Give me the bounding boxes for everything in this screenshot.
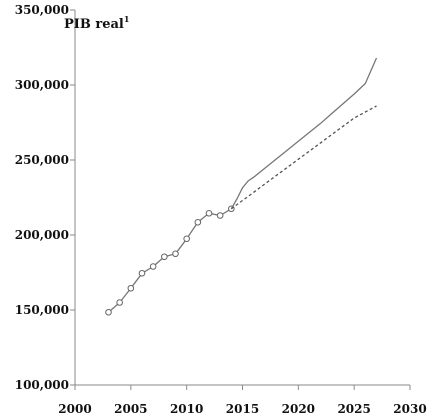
chart-title-text: PIB real — [64, 17, 124, 32]
series-layer — [105, 57, 378, 316]
x-tick-label: 2015 — [226, 402, 259, 416]
y-tick-label: 300,000 — [15, 78, 69, 92]
data-point-marker — [172, 250, 179, 258]
x-tick-label: 2025 — [337, 402, 370, 416]
x-tick-label: 2030 — [393, 402, 426, 416]
y-tick-label: 200,000 — [15, 228, 69, 242]
axes: 100,000 150,000 200,000 250,000 300,000 350,0… — [15, 3, 427, 416]
y-tick-label: 100,000 — [15, 378, 69, 392]
data-point-marker — [161, 253, 168, 261]
data-point-marker — [127, 284, 135, 292]
data-point-marker — [105, 308, 112, 316]
y-tick-label: 350,000 — [15, 3, 69, 17]
data-point-marker — [205, 209, 213, 217]
x-tick-label: 2020 — [282, 402, 315, 416]
x-tick-label: 2000 — [58, 402, 91, 416]
data-point-marker — [194, 218, 202, 226]
x-tick-label: 2010 — [170, 402, 203, 416]
data-point-marker — [183, 235, 190, 243]
series-line-solid-with-circle-markers — [108, 208, 232, 313]
data-point-marker — [138, 269, 146, 277]
data-point-marker — [216, 212, 224, 219]
series-line-solid — [230, 57, 378, 210]
x-tick-label: 2005 — [114, 402, 147, 416]
data-point-marker — [116, 299, 123, 306]
series-line-dashed — [230, 105, 377, 210]
data-point-marker — [149, 263, 157, 270]
chart-title: PIB real1 — [64, 14, 129, 32]
y-tick-label: 250,000 — [15, 153, 69, 167]
chart-title-superscript: 1 — [124, 14, 130, 24]
y-tick-label: 150,000 — [15, 303, 69, 317]
